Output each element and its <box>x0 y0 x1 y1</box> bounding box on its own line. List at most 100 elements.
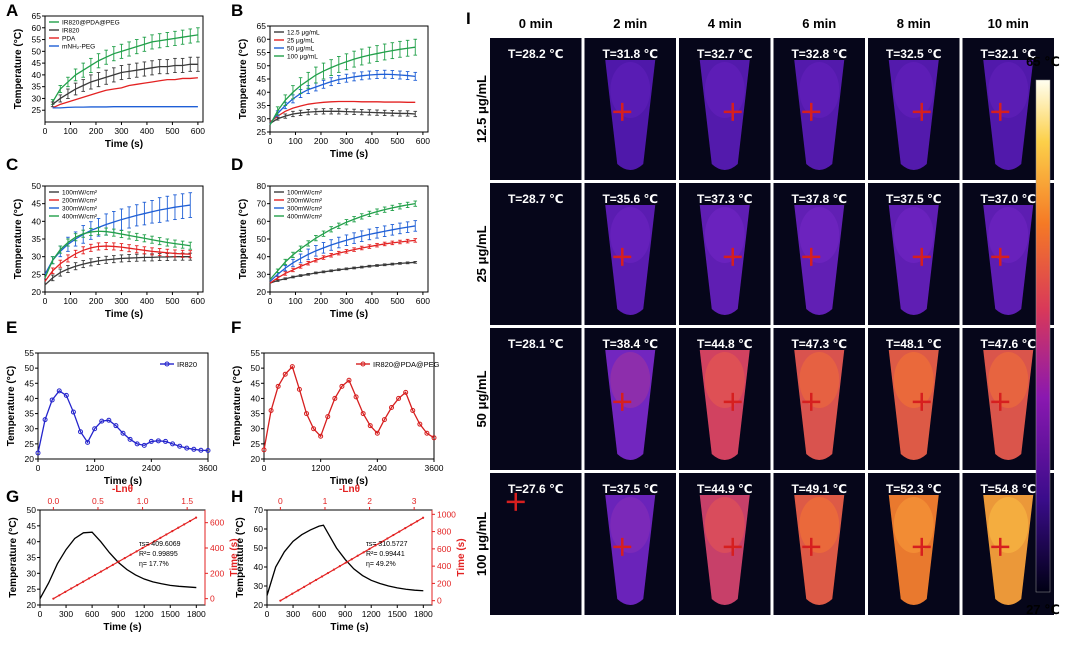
data-point <box>410 408 416 414</box>
right-y-tick-label: 400 <box>210 543 224 553</box>
panel-letter-C: C <box>6 155 18 174</box>
tube-hotspot <box>893 497 934 553</box>
x-tick-label: 600 <box>312 609 326 619</box>
y-tick-label: 50 <box>32 181 42 191</box>
y-tick-label: 45 <box>27 521 37 531</box>
panel-letter-G: G <box>6 487 19 506</box>
thermal-cell: T=32.8 ℃ <box>773 38 865 180</box>
x-tick-label: 400 <box>140 126 154 136</box>
x-tick-label: 600 <box>416 296 430 306</box>
legend-label: 300mW/cm² <box>62 206 98 213</box>
data-point <box>360 411 366 417</box>
fit-point <box>344 561 347 564</box>
x-axis-label: Time (s) <box>104 476 142 487</box>
data-point <box>403 389 409 395</box>
data-point <box>148 438 154 444</box>
temperature-readout: T=38.4 ℃ <box>602 337 658 351</box>
fit-point <box>82 580 85 583</box>
x-tick-label: 0 <box>262 463 267 473</box>
tube-hotspot <box>988 497 1029 553</box>
series-cooling-curve <box>266 524 424 596</box>
y-tick-label: 35 <box>25 409 35 419</box>
x-axis-label: Time (s) <box>103 622 141 633</box>
fit-point <box>421 516 425 519</box>
tube-hotspot <box>799 497 840 553</box>
concentration-row-label: 100 μg/mL <box>474 512 489 576</box>
x-tick-label: 1800 <box>414 609 433 619</box>
data-point <box>311 426 317 432</box>
fit-point <box>135 550 138 553</box>
thermal-cell: T=48.1 ℃ <box>868 328 960 470</box>
x-tick-label: 100 <box>63 296 77 306</box>
x-tick-label: 500 <box>390 296 404 306</box>
y-tick-label: 40 <box>27 537 37 547</box>
x-tick-label: 3600 <box>425 463 444 473</box>
x-tick-label: 300 <box>286 609 300 619</box>
time-column-header: 0 min <box>519 16 553 31</box>
data-point <box>70 409 76 415</box>
y-tick-label: 45 <box>257 74 267 84</box>
thermal-cell: T=35.6 ℃ <box>584 183 676 325</box>
data-point <box>177 443 183 449</box>
data-point <box>184 445 190 451</box>
series-mnh-peg <box>52 106 198 109</box>
fit-point <box>386 537 389 540</box>
fit-point <box>123 557 126 560</box>
y-tick-label: 30 <box>251 424 261 434</box>
x-tick-label: 3600 <box>199 463 218 473</box>
right-y-axis-label: Time (s) <box>456 538 467 576</box>
thermal-cell: T=37.5 ℃ <box>868 183 960 325</box>
temperature-readout: T=44.8 ℃ <box>697 337 753 351</box>
y-tick-label: 40 <box>254 562 264 572</box>
tube-hotspot <box>799 352 840 408</box>
fit-point <box>398 530 401 533</box>
fit-point <box>416 520 419 523</box>
y-tick-label: 30 <box>32 252 42 262</box>
y-tick-label: 60 <box>257 216 267 226</box>
y-tick-label: 45 <box>32 58 42 68</box>
temperature-readout: T=35.6 ℃ <box>602 192 658 206</box>
x-tick-label: 500 <box>390 136 404 146</box>
y-tick-label: 20 <box>251 454 261 464</box>
tube-hotspot <box>799 207 840 263</box>
thermal-cell: T=47.3 ℃ <box>773 328 865 470</box>
panel-letter-B: B <box>231 1 243 20</box>
fit-point <box>332 568 335 571</box>
panel-letter-F: F <box>231 318 241 337</box>
thermal-background <box>490 473 582 615</box>
series-line <box>37 389 209 454</box>
series-line <box>269 261 416 284</box>
panel-letter-E: E <box>6 318 17 337</box>
fit-point <box>52 597 55 600</box>
fit-point <box>189 519 192 523</box>
series-100-g-ml <box>269 38 418 126</box>
y-tick-label: 40 <box>257 252 267 262</box>
top-x-tick-label: 2 <box>367 496 372 506</box>
fit-point <box>297 589 300 592</box>
thermal-cell: T=37.5 ℃ <box>584 473 676 615</box>
temperature-readout: T=48.1 ℃ <box>886 337 942 351</box>
fit-point <box>320 575 324 578</box>
y-tick-label: 25 <box>32 105 42 115</box>
fit-point <box>194 516 198 519</box>
fit-point <box>111 563 114 566</box>
fit-point <box>314 578 318 582</box>
data-point <box>155 438 161 444</box>
chart-panel-C: C 0 100 200 300 400 500 600 20 25 30 35 40 45 50 Time (… <box>6 155 205 320</box>
data-point <box>78 429 83 435</box>
series-line <box>269 100 416 123</box>
fit-point <box>380 540 383 544</box>
data-point <box>120 430 126 436</box>
fit-point <box>159 536 162 539</box>
y-tick-label: 25 <box>25 439 35 449</box>
x-tick-label: 0 <box>268 296 273 306</box>
fit-point <box>368 547 371 550</box>
series-200mw-cm- <box>269 238 418 284</box>
x-tick-label: 600 <box>191 296 205 306</box>
data-point <box>431 435 437 441</box>
data-point <box>113 423 119 429</box>
data-point <box>339 383 345 389</box>
data-point <box>261 447 267 453</box>
data-point <box>268 408 274 414</box>
y-tick-label: 20 <box>257 287 267 297</box>
